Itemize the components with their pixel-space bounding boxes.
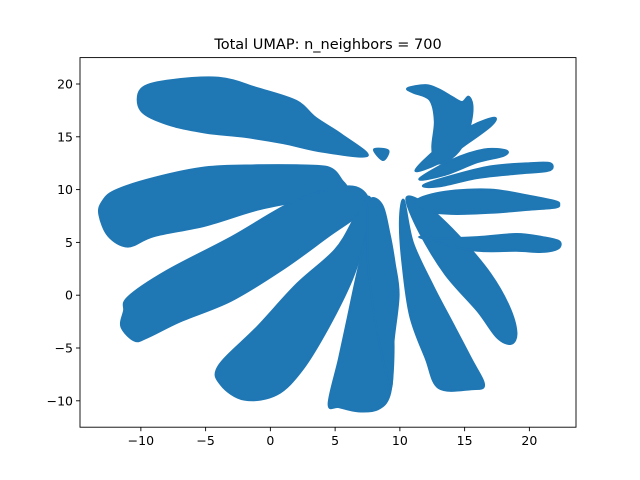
x-tick-label: −5 (196, 433, 214, 448)
scatter-cluster-9 (418, 233, 562, 253)
scatter-cluster-14 (406, 84, 474, 165)
x-axis: −10 −5 0 5 10 15 20 (128, 427, 537, 448)
y-tick-label: 15 (57, 129, 73, 144)
y-tick-label: −10 (47, 393, 73, 408)
x-tick-label: 5 (331, 433, 339, 448)
y-axis: −10 −5 0 5 10 15 20 (47, 77, 80, 408)
x-tick-label: 10 (392, 433, 408, 448)
x-tick-label: 15 (457, 433, 473, 448)
y-tick-label: 20 (57, 77, 73, 92)
x-tick-label: 0 (266, 433, 274, 448)
chart-title: Total UMAP: n_neighbors = 700 (213, 37, 441, 53)
x-tick-label: −10 (128, 433, 154, 448)
x-tick-label: 20 (521, 433, 537, 448)
scatter-cluster-1 (136, 76, 369, 158)
scatter-cluster-7 (405, 195, 518, 346)
scatter-cluster-11 (421, 161, 554, 189)
scatter-cluster-15 (372, 147, 390, 161)
y-tick-label: 10 (57, 182, 73, 197)
y-tick-label: 5 (65, 235, 73, 250)
scatter-cluster-6 (366, 197, 400, 390)
y-tick-label: 0 (65, 288, 73, 303)
scatter-clusters (97, 76, 562, 413)
scatter-cluster-8 (398, 198, 486, 392)
y-tick-label: −5 (55, 341, 73, 356)
scatter-cluster-12 (418, 147, 509, 181)
scatter-cluster-3 (119, 185, 370, 343)
scatter-cluster-10 (414, 188, 561, 215)
